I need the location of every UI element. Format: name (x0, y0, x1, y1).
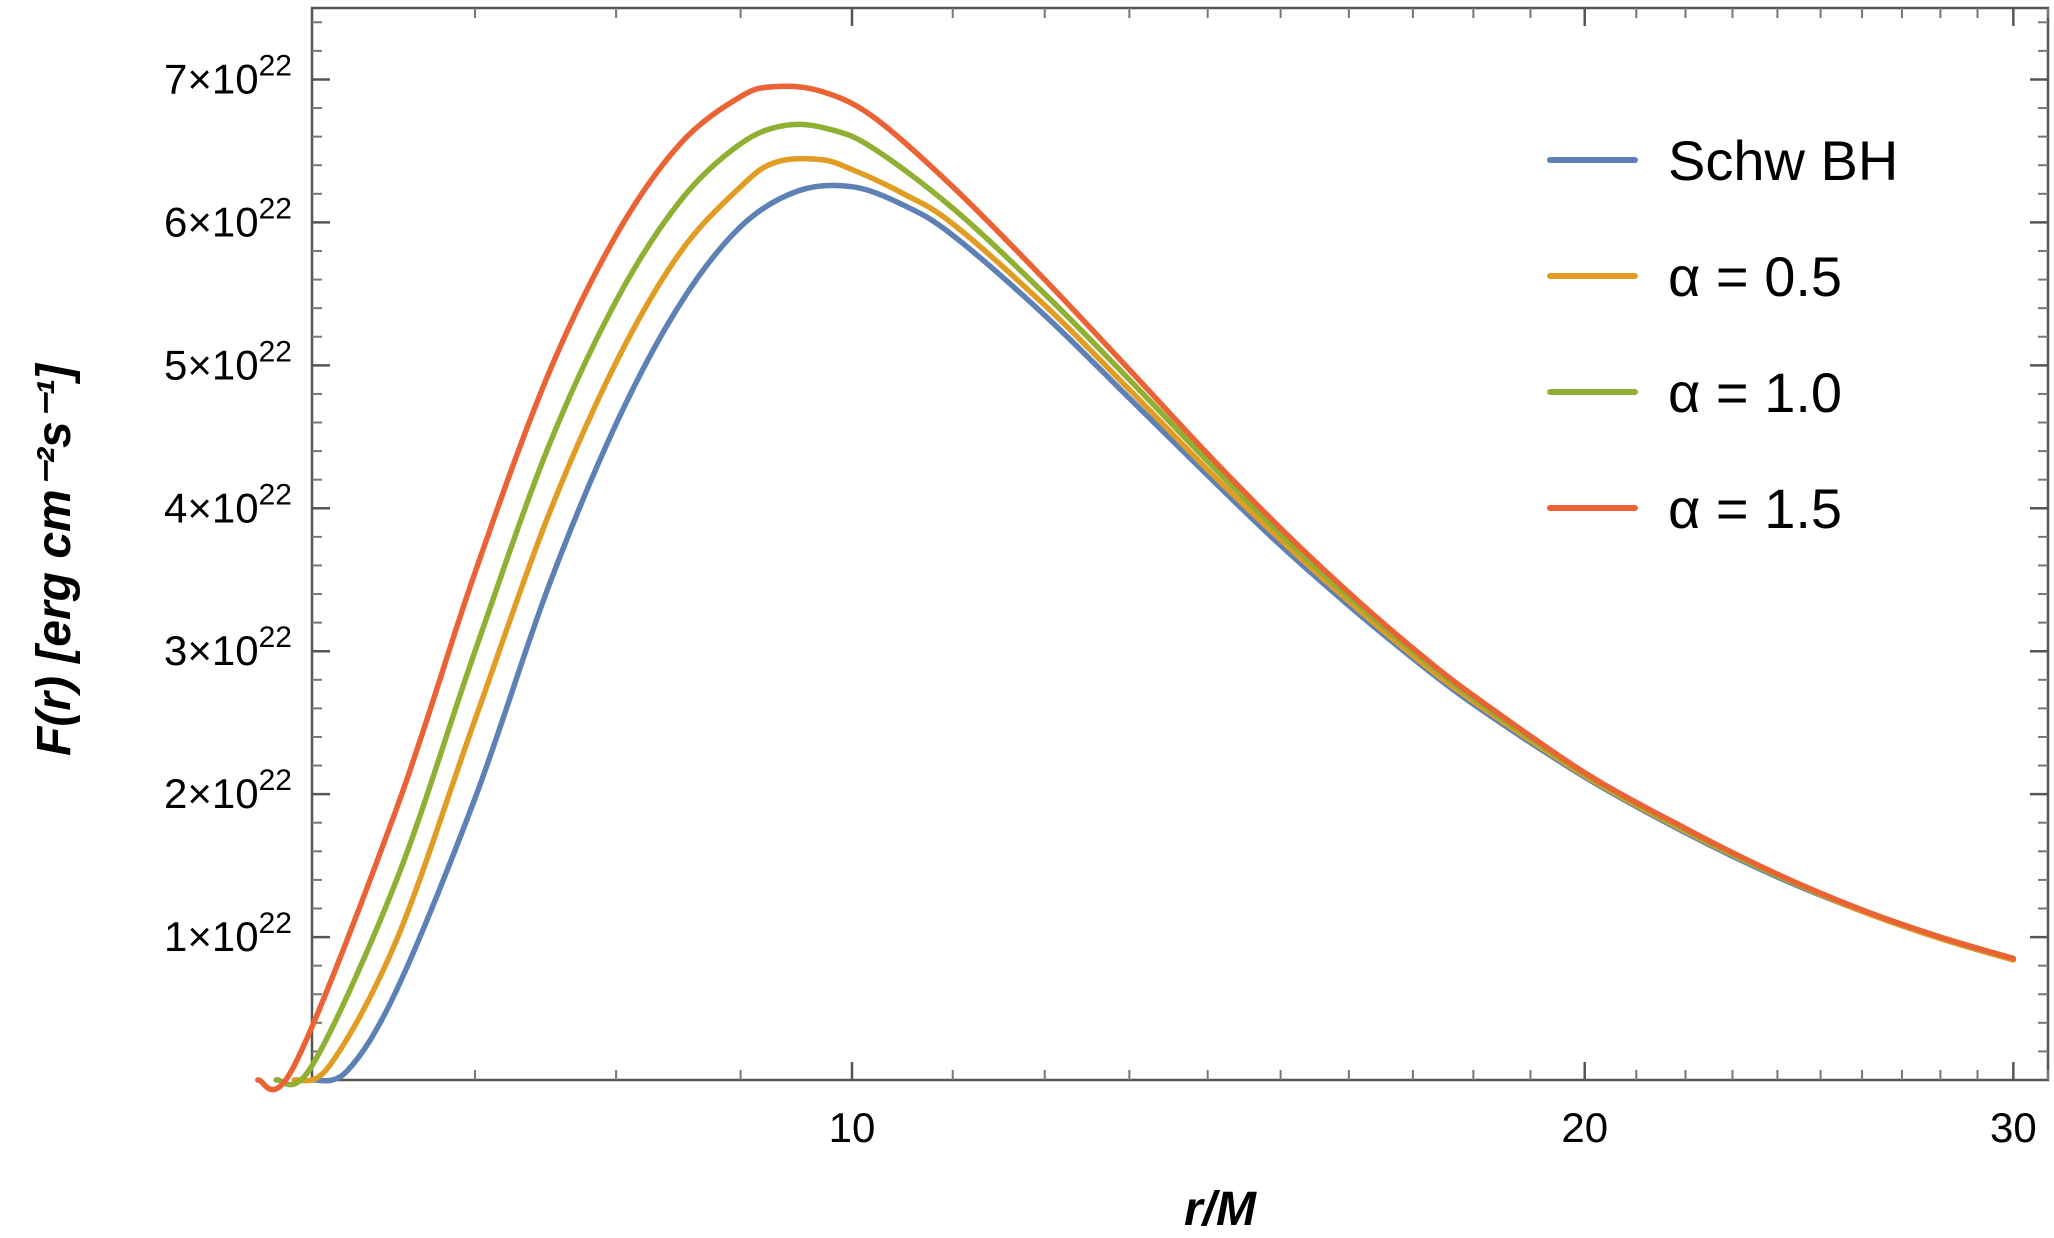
y-tick-label: 3×1022 (164, 621, 292, 674)
y-tick-label: 7×1022 (164, 49, 292, 102)
y-tick-label: 1×1022 (164, 907, 292, 960)
series-line-3 (255, 83, 2017, 1093)
legend-label-2: α = 1.0 (1668, 361, 1842, 424)
legend-label-3: α = 1.5 (1668, 477, 1842, 540)
x-axis-title: r/M (1184, 1183, 1257, 1236)
plot-frame (310, 6, 2050, 1082)
x-tick-label: 10 (829, 1104, 876, 1151)
x-tick-label: 30 (1990, 1104, 2037, 1151)
y-tick-label: 5×1022 (164, 335, 292, 388)
series-line-0 (309, 182, 2017, 1084)
y-tick-label: 2×1022 (164, 764, 292, 817)
y-tick-label: 6×1022 (164, 192, 292, 245)
y-axis-title: F(r) [erg cm⁻²s⁻¹] (28, 362, 81, 756)
x-tick-label: 20 (1561, 1104, 1608, 1151)
legend-label-1: α = 0.5 (1668, 245, 1842, 308)
legend-label-0: Schw BH (1668, 129, 1898, 192)
y-tick-label: 4×1022 (164, 478, 292, 531)
